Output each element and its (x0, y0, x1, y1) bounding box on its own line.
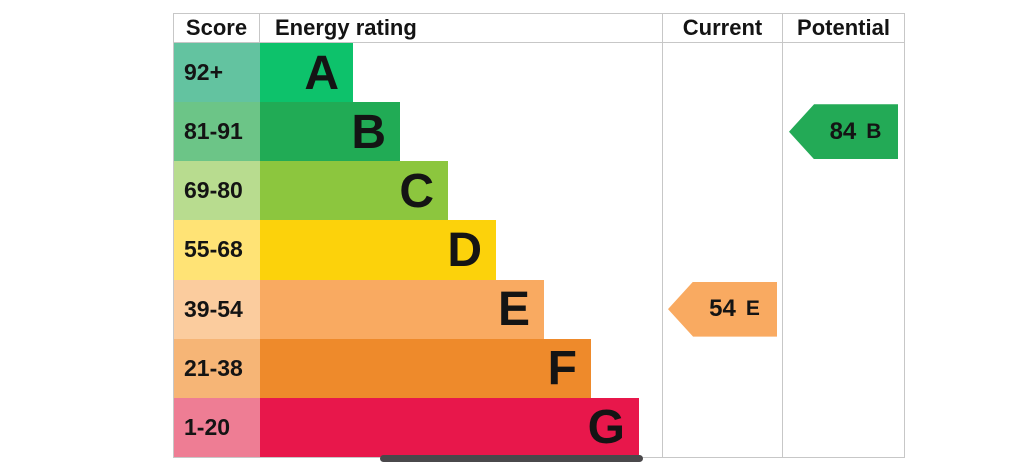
score-range-cell: 92+ (174, 43, 260, 103)
current-score-value: 54 (709, 295, 736, 323)
score-range-cell: 21-38 (174, 338, 260, 398)
potential-column-cell: 84 B (782, 102, 904, 162)
score-range-label: 1-20 (184, 413, 231, 440)
energy-rating-bar-cell: C (260, 161, 662, 221)
current-column-cell (662, 338, 782, 398)
rating-row: 81-91 B 84 B (174, 102, 904, 162)
potential-rating-arrow: 84 B (789, 104, 898, 160)
horizontal-scrollbar-thumb[interactable] (380, 455, 643, 462)
score-range-cell: 1-20 (174, 397, 260, 457)
potential-score-value: 84 (829, 117, 857, 145)
current-column-cell (662, 397, 782, 457)
potential-column-cell (782, 220, 904, 280)
header-score: Score (174, 14, 260, 42)
potential-column-cell (782, 279, 904, 339)
potential-column-cell (782, 338, 904, 398)
rating-bar: A (260, 43, 353, 103)
rating-letter: D (447, 223, 482, 277)
header-potential: Potential (782, 14, 904, 42)
score-range-cell: 55-68 (174, 220, 260, 280)
current-column-cell (662, 43, 782, 103)
rating-letter: A (304, 46, 339, 100)
rating-row: 92+ A (174, 43, 904, 103)
potential-grade-letter: B (866, 119, 882, 143)
score-range-label: 69-80 (184, 177, 243, 204)
rating-bar: F (260, 338, 591, 398)
current-grade-letter: E (745, 297, 760, 321)
score-range-label: 81-91 (184, 118, 243, 145)
rating-bar: C (260, 161, 448, 221)
rating-letter: E (497, 283, 530, 337)
rating-row: 69-80 C (174, 161, 904, 221)
rating-row: 21-38 F (174, 338, 904, 398)
rating-bar: E (260, 279, 544, 339)
table-header: Score Energy rating Current Potential (174, 14, 904, 43)
score-range-label: 39-54 (184, 295, 243, 322)
rating-letter: C (399, 164, 434, 218)
score-range-cell: 81-91 (174, 102, 260, 162)
potential-column-cell (782, 397, 904, 457)
current-column-cell: 54 E (662, 279, 782, 339)
energy-rating-bar-cell: E (260, 279, 662, 339)
header-current: Current (662, 14, 782, 42)
potential-column-cell (782, 161, 904, 221)
rating-bar: B (260, 102, 400, 162)
current-column-cell (662, 102, 782, 162)
score-range-label: 92+ (184, 59, 224, 86)
rating-letter: B (351, 105, 386, 159)
score-range-label: 21-38 (184, 354, 243, 381)
energy-rating-bar-cell: F (260, 338, 662, 398)
epc-table: Score Energy rating Current Potential 92… (173, 13, 905, 458)
current-column-cell (662, 220, 782, 280)
rating-row: 55-68 D (174, 220, 904, 280)
score-range-cell: 69-80 (174, 161, 260, 221)
rating-bar: G (260, 397, 639, 457)
current-rating-arrow: 54 E (668, 281, 777, 337)
rating-letter: F (547, 342, 577, 396)
rating-row: 1-20 G (174, 397, 904, 457)
energy-rating-bar-cell: G (260, 397, 662, 457)
rating-rows: 92+ A 81-91 B 84 B 69-80 C (174, 43, 904, 457)
rating-row: 39-54 E 54 E (174, 279, 904, 339)
potential-column-cell (782, 43, 904, 103)
energy-rating-bar-cell: D (260, 220, 662, 280)
current-column-cell (662, 161, 782, 221)
energy-rating-bar-cell: A (260, 43, 662, 103)
score-range-label: 55-68 (184, 236, 243, 263)
rating-letter: G (587, 401, 625, 455)
energy-rating-bar-cell: B (260, 102, 662, 162)
score-range-cell: 39-54 (174, 279, 260, 339)
rating-bar: D (260, 220, 496, 280)
header-energy-rating: Energy rating (275, 15, 417, 40)
